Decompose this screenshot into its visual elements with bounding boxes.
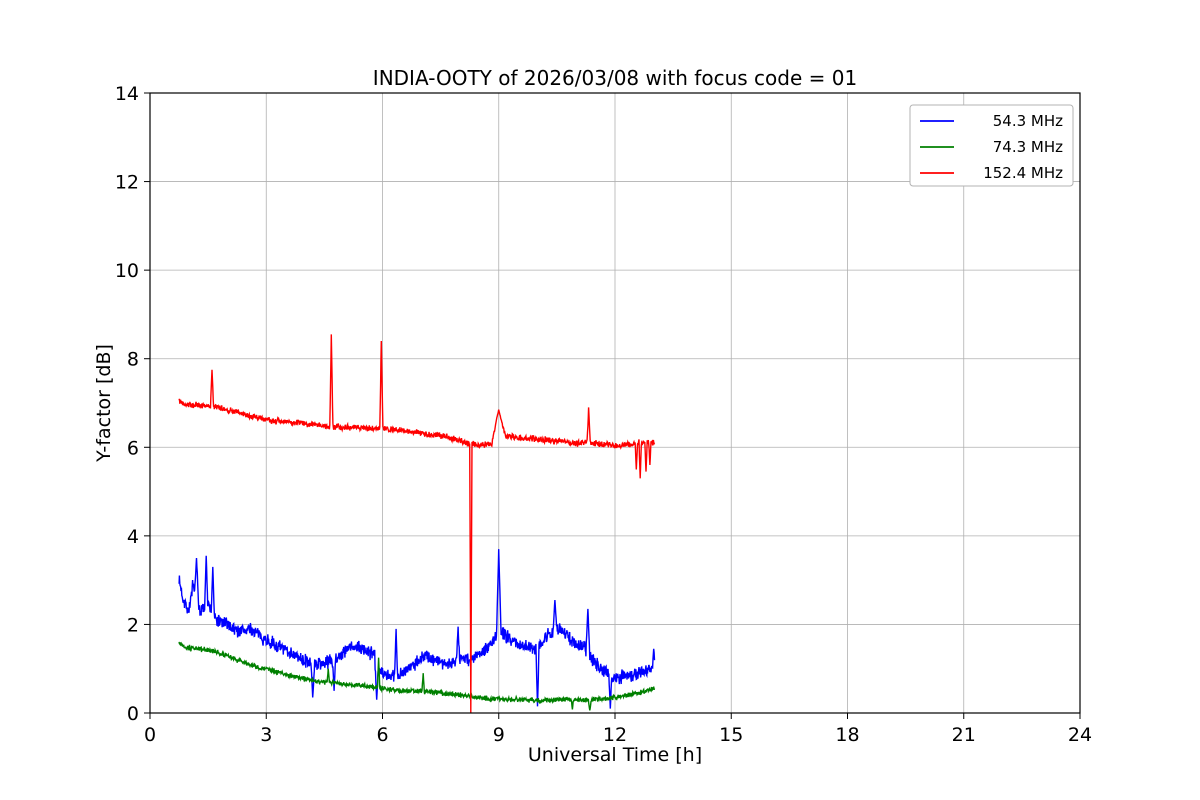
x-tick-label: 15 [719,724,743,746]
y-tick-label: 12 [115,172,139,194]
x-tick-label: 6 [376,724,388,746]
legend-box [909,104,1074,187]
y-tick-label: 0 [127,703,139,725]
series-line-74-3-MHz [178,641,656,711]
legend-label: 152.4 MHz [983,164,1063,182]
x-axis-label: Universal Time [h] [527,744,703,766]
y-axis-label: Y-factor [dB] [93,344,115,462]
legend-label: 74.3 MHz [993,138,1063,156]
series-line-152-4-MHz [178,334,656,714]
x-tick-label: 9 [493,724,505,746]
x-tick-label: 3 [260,724,272,746]
y-tick-label: 4 [127,526,139,548]
y-tick-label: 14 [115,83,139,105]
chart-title: INDIA-OOTY of 2026/03/08 with focus code… [372,66,858,90]
x-tick-label: 0 [144,724,156,746]
y-tick-label: 10 [115,260,139,282]
series-line-54-3-MHz [178,549,656,709]
x-tick-label: 24 [1068,724,1092,746]
y-tick-label: 2 [127,614,139,636]
legend-label: 54.3 MHz [993,112,1063,130]
x-tick-label: 21 [952,724,976,746]
x-tick-label: 18 [835,724,859,746]
y-tick-label: 6 [127,437,139,459]
y-tick-label: 8 [127,349,139,371]
x-tick-label: 12 [603,724,627,746]
